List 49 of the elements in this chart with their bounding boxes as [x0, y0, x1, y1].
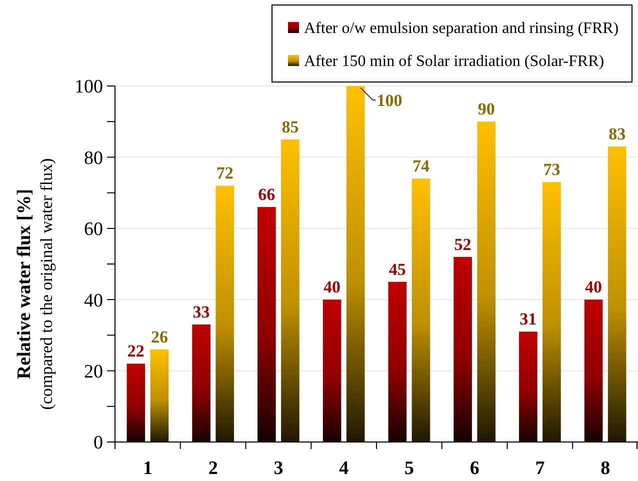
- data-label: 33: [192, 302, 210, 322]
- x-tick-label: 4: [339, 458, 350, 479]
- data-label: 72: [216, 164, 234, 183]
- data-label: 45: [388, 260, 406, 279]
- y-tick-label: 60: [84, 219, 103, 240]
- data-label: 85: [282, 117, 299, 136]
- y-tick-label: 80: [84, 148, 103, 169]
- bar: [192, 324, 210, 442]
- data-label: 22: [127, 342, 144, 361]
- data-label: 40: [585, 278, 602, 297]
- legend-label: After 150 min of Solar irradiation (Solar-FRR): [304, 53, 604, 70]
- bar: [584, 300, 603, 442]
- x-tick-label: 1: [142, 458, 152, 479]
- bar: [281, 139, 300, 442]
- x-tick-label: 2: [208, 458, 218, 479]
- x-tick-label: 7: [535, 458, 546, 479]
- y-tick-label: 0: [94, 432, 103, 454]
- bar: [454, 256, 472, 442]
- y-tick-label: 40: [84, 290, 103, 312]
- data-label: 74: [412, 156, 430, 176]
- y-axis-title: Relative water flux [%] (compared to the original water flux): [14, 158, 56, 410]
- bar: [412, 178, 430, 442]
- data-label: 52: [454, 234, 472, 254]
- data-label: 73: [543, 160, 560, 180]
- y-tick-label: 100: [74, 76, 103, 98]
- data-label: 90: [478, 100, 495, 119]
- x-tick-label: 8: [600, 458, 610, 479]
- bar: [322, 300, 342, 442]
- bar: [477, 122, 496, 442]
- data-label: 31: [520, 310, 537, 329]
- legend-label: After o/w emulsion separation and rinsing (FRR): [304, 20, 619, 37]
- x-tick-label: 3: [274, 458, 284, 479]
- x-tick-label: 6: [470, 458, 480, 479]
- x-tick-label: 5: [404, 458, 414, 479]
- bar: [608, 146, 626, 442]
- bar: [388, 282, 407, 442]
- bar: [258, 207, 276, 442]
- data-label: 83: [608, 124, 626, 144]
- y-tick-label: 20: [84, 361, 103, 382]
- bar: [519, 332, 538, 442]
- data-label: 66: [258, 185, 276, 204]
- bar: [150, 349, 169, 442]
- data-label: 40: [324, 278, 341, 297]
- bar: [346, 86, 365, 442]
- bar: [542, 182, 561, 442]
- data-label: 26: [150, 327, 168, 346]
- bar: [126, 364, 146, 442]
- data-label: 100: [376, 91, 402, 110]
- bar: [216, 186, 234, 442]
